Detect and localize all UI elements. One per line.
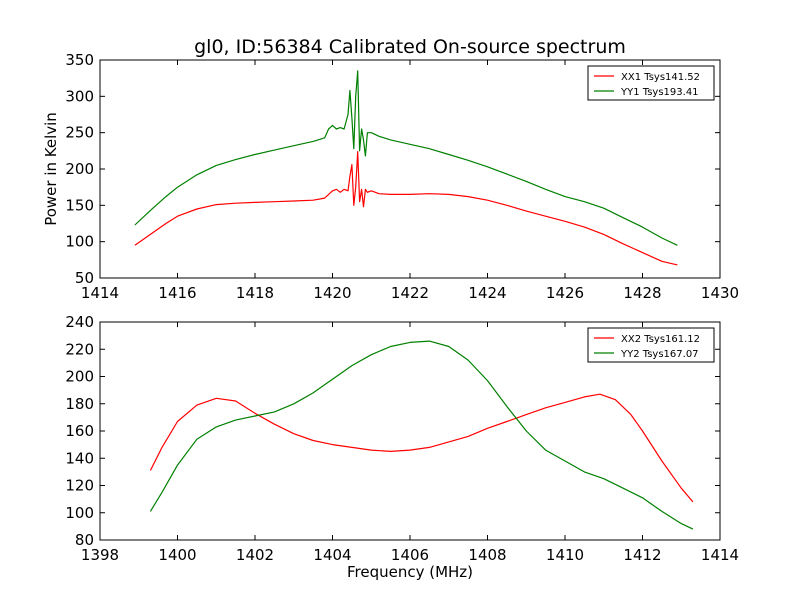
series-line-0-0 xyxy=(134,151,678,266)
y-tick-label: 220 xyxy=(65,340,94,358)
y-tick-label: 50 xyxy=(75,269,94,287)
x-tick-label: 1426 xyxy=(546,284,584,302)
x-tick-label: 1404 xyxy=(313,546,351,564)
legend-label: YY2 Tsys167.07 xyxy=(620,349,699,360)
x-tick-label: 1414 xyxy=(81,284,119,302)
y-tick-label: 80 xyxy=(75,531,94,549)
y-tick-label: 160 xyxy=(65,422,94,440)
y-tick-label: 200 xyxy=(65,160,94,178)
y-tick-label: 120 xyxy=(65,477,94,495)
legend-label: YY1 Tsys193.41 xyxy=(620,87,699,98)
y-tick-label: 350 xyxy=(65,51,94,69)
y-axis-label: Power in Kelvin xyxy=(42,112,60,226)
x-tick-label: 1416 xyxy=(158,284,196,302)
x-tick-label: 1428 xyxy=(623,284,661,302)
legend-box xyxy=(587,327,715,363)
x-tick-label: 1398 xyxy=(81,546,119,564)
y-tick-label: 140 xyxy=(65,449,94,467)
legend: XX2 Tsys161.12 YY2 Tsys167.07 xyxy=(587,327,715,363)
x-tick-label: 1424 xyxy=(468,284,506,302)
chart-title: gl0, ID:56384 Calibrated On-source spect… xyxy=(194,36,626,58)
legend-label: XX2 Tsys161.12 xyxy=(621,334,700,345)
series-line-0-1 xyxy=(134,70,678,246)
y-tick-label: 300 xyxy=(65,87,94,105)
y-tick-label: 100 xyxy=(65,233,94,251)
x-tick-label: 1412 xyxy=(623,546,661,564)
x-tick-label: 1400 xyxy=(158,546,196,564)
x-tick-label: 1418 xyxy=(236,284,274,302)
legend-label: XX1 Tsys141.52 xyxy=(621,72,700,83)
x-axis-label: Frequency (MHz) xyxy=(347,563,473,581)
legend-box xyxy=(587,65,715,101)
x-tick-label: 1422 xyxy=(391,284,429,302)
x-tick-label: 1406 xyxy=(391,546,429,564)
y-tick-label: 250 xyxy=(65,124,94,142)
x-tick-label: 1430 xyxy=(701,284,739,302)
x-tick-label: 1408 xyxy=(468,546,506,564)
x-tick-label: 1402 xyxy=(236,546,274,564)
y-tick-label: 240 xyxy=(65,313,94,331)
bottom-panel: 1398 1400 1402 1404 1406 1408 1410 1412 1414 80 10… xyxy=(65,313,739,564)
series-line-1-1 xyxy=(149,340,694,530)
y-tick-label: 150 xyxy=(65,196,94,214)
y-tick-label: 200 xyxy=(65,368,94,386)
x-tick-label: 1420 xyxy=(313,284,351,302)
x-tick-label: 1414 xyxy=(701,546,739,564)
top-panel: 1414 1416 1418 1420 1422 1424 1426 1428 1430 50 10… xyxy=(42,51,739,302)
y-tick-label: 100 xyxy=(65,504,94,522)
series-line-1-0 xyxy=(149,393,694,503)
y-tick-label: 180 xyxy=(65,395,94,413)
x-tick-label: 1410 xyxy=(546,546,584,564)
legend: XX1 Tsys141.52 YY1 Tsys193.41 xyxy=(587,65,715,101)
